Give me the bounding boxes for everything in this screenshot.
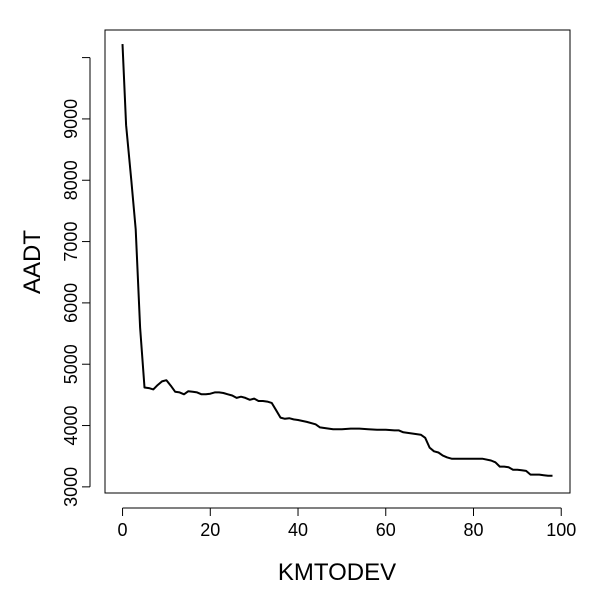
x-tick-label: 80 (463, 520, 483, 540)
x-axis: 0 20 40 60 80 100 (118, 507, 576, 540)
y-tick-label: 8000 (61, 160, 81, 200)
series-line (121, 44, 553, 477)
x-tick-label: 0 (118, 520, 128, 540)
y-tick-label: 4000 (61, 406, 81, 446)
y-tick-label: 5000 (61, 344, 81, 384)
x-tick-label: 40 (288, 520, 308, 540)
x-axis-title: KMTODEV (278, 559, 396, 586)
y-tick-label: 3000 (61, 467, 81, 507)
x-tick-label: 20 (200, 520, 220, 540)
y-axis: 3000 4000 5000 6000 7000 8000 9000 (61, 57, 91, 507)
y-axis-title: AADT (19, 230, 46, 294)
x-tick-label: 60 (376, 520, 396, 540)
plot-box (104, 29, 571, 494)
y-tick-label: 6000 (61, 283, 81, 323)
x-tick-label: 100 (546, 520, 576, 540)
y-tick-label: 9000 (61, 99, 81, 139)
y-tick-label: 7000 (61, 222, 81, 262)
